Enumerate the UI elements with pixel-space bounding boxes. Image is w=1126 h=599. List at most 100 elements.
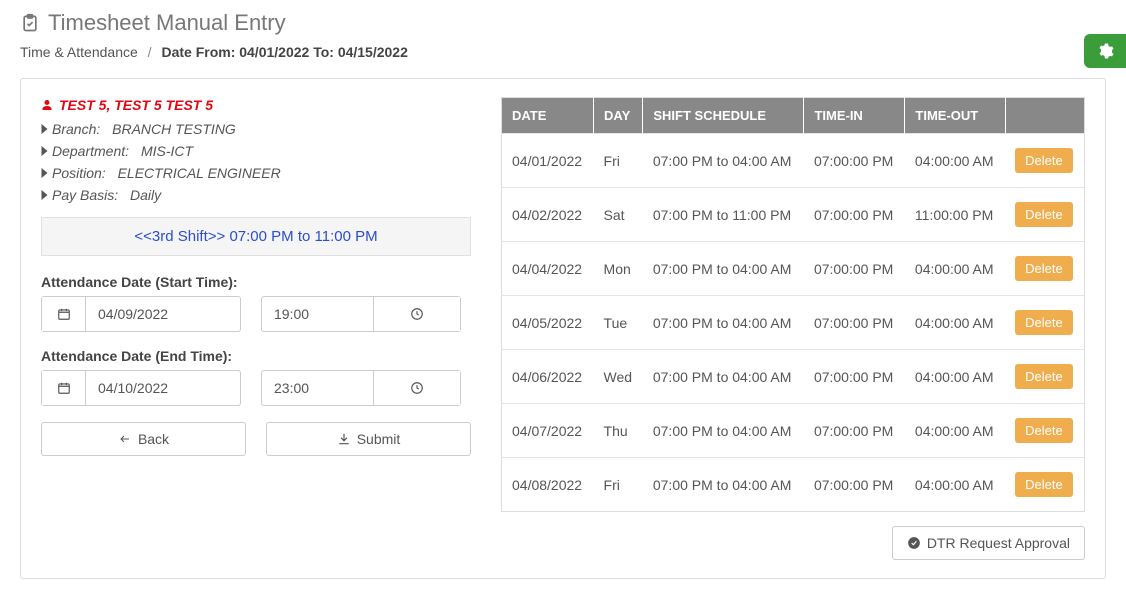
caret-icon (41, 124, 48, 134)
caret-icon (41, 190, 48, 200)
employee-branch: Branch: BRANCH TESTING (41, 121, 471, 137)
cell-timein: 07:00:00 PM (804, 134, 905, 188)
page-title: Timesheet Manual Entry (20, 10, 1106, 36)
cell-timeout: 04:00:00 AM (905, 404, 1005, 458)
cell-date: 04/02/2022 (502, 188, 594, 242)
cell-date: 04/01/2022 (502, 134, 594, 188)
employee-name: TEST 5, TEST 5 TEST 5 (41, 97, 471, 113)
cell-timeout: 04:00:00 AM (905, 242, 1005, 296)
start-time-value: 19:00 (262, 297, 373, 331)
employee-position: Position: ELECTRICAL ENGINEER (41, 165, 471, 181)
table-row: 04/08/2022Fri07:00 PM to 04:00 AM07:00:0… (502, 458, 1085, 512)
submit-button[interactable]: Submit (266, 422, 471, 456)
shift-banner: <<3rd Shift>> 07:00 PM to 11:00 PM (41, 217, 471, 256)
caret-icon (41, 146, 48, 156)
cell-timein: 07:00:00 PM (804, 350, 905, 404)
table-row: 04/01/2022Fri07:00 PM to 04:00 AM07:00:0… (502, 134, 1085, 188)
gears-icon (1096, 42, 1114, 60)
back-button[interactable]: Back (41, 422, 246, 456)
start-date-value: 04/09/2022 (86, 297, 240, 331)
cell-timeout: 04:00:00 AM (905, 350, 1005, 404)
cell-day: Fri (594, 134, 643, 188)
delete-button[interactable]: Delete (1015, 148, 1073, 173)
cell-day: Wed (594, 350, 643, 404)
employee-paybasis: Pay Basis: Daily (41, 187, 471, 203)
settings-tab[interactable] (1084, 34, 1126, 68)
employee-name-text: TEST 5, TEST 5 TEST 5 (59, 97, 213, 113)
end-time-input[interactable]: 23:00 (261, 370, 461, 406)
cell-action: Delete (1005, 296, 1084, 350)
calendar-icon (42, 371, 86, 405)
cell-shift: 07:00 PM to 04:00 AM (643, 404, 804, 458)
cell-action: Delete (1005, 134, 1084, 188)
cell-action: Delete (1005, 458, 1084, 512)
table-row: 04/06/2022Wed07:00 PM to 04:00 AM07:00:0… (502, 350, 1085, 404)
cell-shift: 07:00 PM to 04:00 AM (643, 134, 804, 188)
cell-date: 04/04/2022 (502, 242, 594, 296)
delete-button[interactable]: Delete (1015, 364, 1073, 389)
delete-button[interactable]: Delete (1015, 256, 1073, 281)
dtr-approval-label: DTR Request Approval (927, 535, 1070, 551)
table-row: 04/07/2022Thu07:00 PM to 04:00 AM07:00:0… (502, 404, 1085, 458)
end-time-value: 23:00 (262, 371, 373, 405)
cell-timein: 07:00:00 PM (804, 404, 905, 458)
timesheet-table: DATE DAY SHIFT SCHEDULE TIME-IN TIME-OUT… (501, 97, 1085, 512)
th-date: DATE (502, 98, 594, 134)
end-time-label: Attendance Date (End Time): (41, 348, 471, 364)
caret-icon (41, 168, 48, 178)
cell-date: 04/08/2022 (502, 458, 594, 512)
delete-button[interactable]: Delete (1015, 472, 1073, 497)
employee-meta: Branch: BRANCH TESTING Department: MIS-I… (41, 121, 471, 203)
breadcrumb-current: Date From: 04/01/2022 To: 04/15/2022 (161, 44, 407, 60)
clock-icon (373, 297, 461, 331)
cell-timeout: 04:00:00 AM (905, 134, 1005, 188)
start-date-input[interactable]: 04/09/2022 (41, 296, 241, 332)
end-date-value: 04/10/2022 (86, 371, 240, 405)
cell-action: Delete (1005, 242, 1084, 296)
breadcrumb-separator: / (148, 44, 152, 60)
table-row: 04/05/2022Tue07:00 PM to 04:00 AM07:00:0… (502, 296, 1085, 350)
cell-timeout: 04:00:00 AM (905, 296, 1005, 350)
cell-timeout: 11:00:00 PM (905, 188, 1005, 242)
clipboard-icon (20, 13, 40, 33)
breadcrumb-link[interactable]: Time & Attendance (20, 44, 138, 60)
main-panel: TEST 5, TEST 5 TEST 5 Branch: BRANCH TES… (20, 78, 1106, 579)
cell-day: Sat (594, 188, 643, 242)
cell-day: Fri (594, 458, 643, 512)
cell-timein: 07:00:00 PM (804, 458, 905, 512)
cell-shift: 07:00 PM to 04:00 AM (643, 296, 804, 350)
submit-button-label: Submit (357, 431, 401, 447)
start-time-input[interactable]: 19:00 (261, 296, 461, 332)
cell-shift: 07:00 PM to 04:00 AM (643, 458, 804, 512)
table-row: 04/02/2022Sat07:00 PM to 11:00 PM07:00:0… (502, 188, 1085, 242)
clock-icon (373, 371, 461, 405)
end-date-input[interactable]: 04/10/2022 (41, 370, 241, 406)
th-shift: SHIFT SCHEDULE (643, 98, 804, 134)
cell-shift: 07:00 PM to 04:00 AM (643, 350, 804, 404)
th-timein: TIME-IN (804, 98, 905, 134)
dtr-approval-button[interactable]: DTR Request Approval (892, 526, 1085, 560)
cell-day: Thu (594, 404, 643, 458)
cell-date: 04/07/2022 (502, 404, 594, 458)
cell-day: Tue (594, 296, 643, 350)
cell-timein: 07:00:00 PM (804, 242, 905, 296)
page-title-text: Timesheet Manual Entry (48, 10, 286, 36)
cell-date: 04/06/2022 (502, 350, 594, 404)
cell-timein: 07:00:00 PM (804, 296, 905, 350)
th-action (1005, 98, 1084, 134)
delete-button[interactable]: Delete (1015, 202, 1073, 227)
delete-button[interactable]: Delete (1015, 418, 1073, 443)
cell-action: Delete (1005, 404, 1084, 458)
calendar-icon (42, 297, 86, 331)
user-icon (41, 99, 53, 111)
delete-button[interactable]: Delete (1015, 310, 1073, 335)
arrow-left-icon (118, 433, 132, 445)
cell-shift: 07:00 PM to 04:00 AM (643, 242, 804, 296)
cell-action: Delete (1005, 188, 1084, 242)
check-circle-icon (907, 536, 921, 550)
download-icon (337, 432, 351, 446)
th-timeout: TIME-OUT (905, 98, 1005, 134)
back-button-label: Back (138, 431, 169, 447)
cell-shift: 07:00 PM to 11:00 PM (643, 188, 804, 242)
th-day: DAY (594, 98, 643, 134)
